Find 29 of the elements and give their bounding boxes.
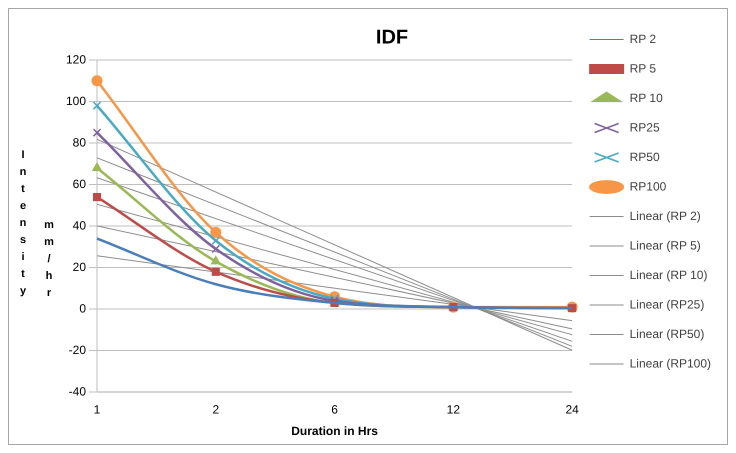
- legend-label: RP 2: [630, 32, 656, 46]
- y-tick-label: 0: [79, 301, 86, 316]
- legend-label: Linear (RP100): [630, 356, 712, 370]
- legend-label: Linear (RP25): [630, 297, 704, 312]
- text: Intensity mm/hr: [17, 149, 55, 304]
- y-tick-label: 40: [72, 218, 86, 232]
- legend-label: RP50: [630, 150, 660, 164]
- x-tick-label: 6: [331, 402, 338, 417]
- y-tick-label: -20: [68, 342, 86, 357]
- y-tick-label: 60: [72, 176, 86, 191]
- legend-label: Linear (RP50): [630, 326, 704, 341]
- y-tick-label: 100: [66, 94, 86, 108]
- legend-label: RP25: [630, 120, 660, 134]
- legend-label: RP 5: [630, 61, 656, 76]
- y-tick-label: 20: [72, 260, 86, 274]
- x-tick-label: 1: [94, 402, 101, 417]
- legend-label: Linear (RP 10): [630, 268, 708, 282]
- x-tick-label: 24: [565, 402, 580, 417]
- y-tick-label: 80: [72, 135, 86, 150]
- legend-label: Linear (RP 2): [630, 208, 701, 223]
- legend-label: RP 10: [630, 90, 664, 105]
- y-tick-label: -40: [68, 384, 86, 399]
- legend-label: RP100: [630, 179, 667, 194]
- chart-title: IDF: [376, 26, 408, 49]
- legend-label: Linear (RP 5): [630, 238, 701, 252]
- x-axis-title: Duration in Hrs: [291, 424, 378, 438]
- x-tick-label: 12: [446, 402, 460, 417]
- y-tick-label: 120: [66, 52, 86, 66]
- x-tick-label: 2: [212, 402, 220, 417]
